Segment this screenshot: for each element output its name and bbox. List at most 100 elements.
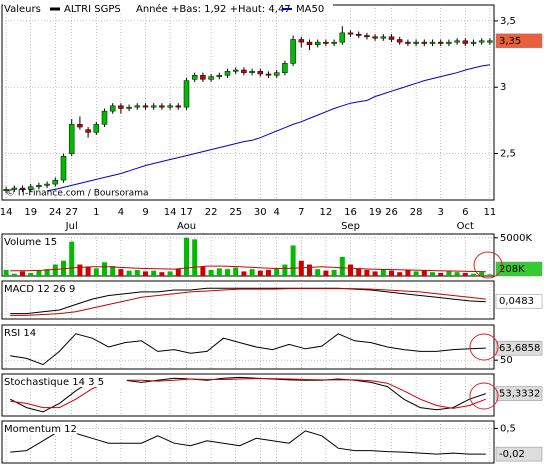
bar	[192, 239, 198, 276]
last-value-box	[495, 33, 543, 49]
y-tick-label: 3,5	[500, 16, 516, 27]
last-value: 0,0483	[499, 296, 534, 307]
bar	[479, 272, 485, 276]
bar	[241, 271, 247, 276]
month-label: Aou	[177, 221, 196, 232]
last-value-box	[495, 261, 543, 277]
bar	[307, 264, 312, 276]
highlight-circle	[469, 333, 499, 361]
bar	[372, 271, 378, 276]
bar	[216, 268, 222, 276]
candle-body	[478, 40, 485, 43]
bar	[348, 264, 353, 276]
bar	[364, 269, 370, 276]
x-tick-label: 3	[438, 207, 444, 218]
panel-title-bg	[3, 235, 65, 247]
candle-body	[224, 71, 231, 76]
panel	[1, 4, 495, 201]
bar	[389, 270, 394, 276]
last-value-box	[495, 446, 543, 462]
month-label: Sep	[341, 221, 360, 232]
bar	[257, 270, 263, 276]
candle-body	[208, 76, 214, 80]
candle-body	[413, 41, 419, 44]
candle-body	[446, 41, 452, 44]
x-tick-label: 11	[484, 207, 497, 218]
legend-name: ALTRI SGPS	[64, 4, 121, 15]
x-tick-label: 4	[274, 207, 280, 218]
bar	[331, 269, 337, 276]
candle-body	[36, 185, 42, 187]
bar	[134, 269, 140, 276]
bar	[290, 245, 296, 276]
bar	[3, 269, 9, 276]
legend-box	[3, 1, 333, 14]
candle-body	[200, 75, 206, 80]
panel-title: Stochastique 14 3 5	[4, 377, 104, 388]
x-tick-label: 17	[180, 207, 193, 218]
candle-body	[257, 71, 264, 75]
bar	[28, 272, 34, 276]
candle-body	[216, 75, 223, 77]
panel-title: RSI 14	[4, 328, 36, 339]
bar	[315, 269, 321, 276]
last-value-box	[495, 293, 543, 309]
candle-body	[306, 41, 313, 46]
candle-body	[323, 41, 329, 44]
last-value: 63,6858	[499, 343, 540, 354]
panel	[1, 233, 495, 277]
month-label: Jul	[65, 221, 78, 232]
bar	[85, 266, 91, 276]
bar	[298, 260, 304, 276]
bar	[69, 241, 75, 276]
candle-body	[85, 129, 91, 133]
bar	[52, 264, 58, 276]
bar	[151, 270, 157, 276]
candle-body	[314, 41, 321, 46]
x-tick-label: 22	[205, 207, 218, 218]
x-tick-label: 16	[344, 207, 357, 218]
x-tick-label: 30	[254, 207, 267, 218]
candle-body	[331, 41, 337, 44]
candle-body	[159, 105, 165, 108]
line	[10, 430, 486, 455]
candle-body	[142, 105, 149, 108]
panel	[1, 324, 495, 370]
panel-title: MACD 12 26 9	[4, 284, 75, 295]
x-tick-label: 19	[24, 207, 37, 218]
bar	[167, 271, 173, 276]
last-value: 208K	[499, 264, 525, 275]
bar	[430, 272, 435, 276]
last-value: 53,3332	[499, 389, 540, 400]
candle-body	[27, 186, 34, 190]
bar	[249, 269, 255, 276]
highlight-circle	[473, 251, 503, 279]
bar	[438, 272, 444, 276]
candle-body	[273, 72, 280, 76]
bar	[126, 270, 132, 276]
x-tick-label: 7	[298, 207, 304, 218]
highlight-circle	[469, 382, 499, 410]
bar	[323, 270, 329, 276]
candle-body	[298, 39, 305, 43]
candle-body	[52, 179, 59, 185]
bar	[11, 273, 17, 276]
candle-body	[454, 40, 460, 43]
bar	[93, 268, 99, 276]
x-tick-label: 14	[164, 207, 177, 218]
candle-body	[282, 63, 288, 73]
panel-title-bg	[3, 326, 47, 338]
candle-body	[339, 32, 346, 43]
bar	[36, 270, 42, 276]
bar	[413, 271, 419, 276]
last-value: -0,02	[499, 449, 525, 460]
bar	[397, 272, 403, 276]
bar	[421, 270, 427, 276]
candle-body	[462, 40, 469, 44]
panel-title-bg	[3, 422, 78, 434]
candle-body	[396, 39, 403, 43]
x-tick-label: 1	[93, 207, 99, 218]
bar	[380, 269, 386, 276]
candle-body	[487, 40, 493, 43]
bar	[266, 269, 271, 276]
